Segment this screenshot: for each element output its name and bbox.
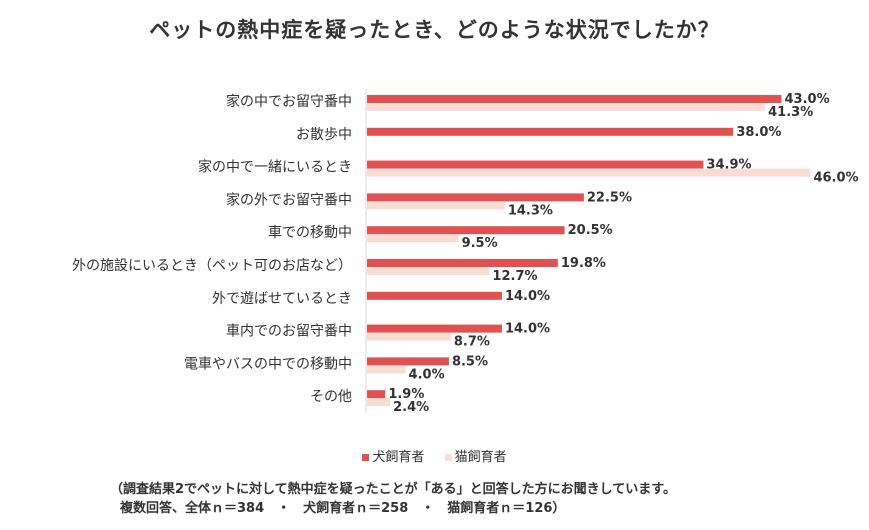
value-label-dog: 19.8% xyxy=(561,256,606,271)
footnote: （調査結果2でペットに対して熱中症を疑ったことが「ある」と回答した方にお聞きして… xyxy=(110,480,850,518)
bar-cat xyxy=(367,365,406,374)
bar-dog xyxy=(367,95,782,103)
category-label: 家の中でお留守番中 xyxy=(226,93,352,110)
value-label-cat: 46.0% xyxy=(813,171,858,186)
bar-dog xyxy=(367,390,386,399)
value-label-cat: 41.3% xyxy=(768,105,813,120)
bar-dog xyxy=(367,160,704,169)
bar-cat xyxy=(367,234,459,243)
category-label: 家の中で一緒にいるとき xyxy=(198,159,352,176)
value-label-dog: 14.0% xyxy=(505,289,550,304)
value-label-cat: 4.0% xyxy=(409,367,445,382)
bar-cat xyxy=(367,168,811,177)
bar-dog xyxy=(367,127,734,136)
category-label: その他 xyxy=(310,389,352,405)
bar-cat xyxy=(367,103,766,111)
legend-swatch-cat xyxy=(444,454,452,461)
value-label-dog: 34.9% xyxy=(706,158,751,173)
legend-label-dog: 犬飼育者 xyxy=(372,450,425,465)
bar-dog xyxy=(367,291,502,300)
legend: 犬飼育者 猫飼育者 xyxy=(0,446,869,465)
category-label: お散歩中 xyxy=(296,127,352,143)
value-label-dog: 20.5% xyxy=(568,223,613,238)
value-label-cat: 8.7% xyxy=(454,335,490,350)
bar-chart: 家の中でお留守番中お散歩中家の中で一緒にいるとき家の外でお留守番中車での移動中外… xyxy=(72,89,859,415)
legend-item-cat: 猫飼育者 xyxy=(444,446,507,465)
value-label-dog: 8.5% xyxy=(452,354,488,369)
bar-dog xyxy=(367,259,558,267)
value-label-dog: 14.0% xyxy=(505,322,550,337)
value-label-dog: 43.0% xyxy=(785,92,830,107)
value-label-cat: 14.3% xyxy=(508,203,553,218)
bar-dog xyxy=(367,226,565,235)
value-label-cat: 2.4% xyxy=(393,400,429,415)
bar-cat xyxy=(367,201,505,210)
bar-dog xyxy=(367,357,449,366)
legend-label-cat: 猫飼育者 xyxy=(454,450,507,465)
bar-dog xyxy=(367,193,584,202)
bars xyxy=(367,95,811,407)
value-label-dog: 1.9% xyxy=(388,387,424,402)
value-labels: 43.0%41.3% 38.0% 34.9% 46.0% 22.5% 14.3% 20.5%… xyxy=(388,92,858,415)
bar-cat xyxy=(367,332,451,341)
category-label: 車での移動中 xyxy=(268,224,352,241)
legend-item-dog: 犬飼育者 xyxy=(362,446,424,465)
footnote-line-1: （調査結果2でペットに対して熱中症を疑ったことが「ある」と回答した方にお聞きして… xyxy=(110,482,676,497)
category-label: 車内でのお留守番中 xyxy=(226,323,352,340)
legend-swatch-dog xyxy=(362,454,370,461)
value-label-cat: 12.7% xyxy=(492,269,537,284)
category-labels: 家の中でお留守番中お散歩中家の中で一緒にいるとき家の外でお留守番中車での移動中外… xyxy=(72,93,352,405)
value-label-cat: 9.5% xyxy=(462,236,498,251)
category-label: 外の施設にいるとき（ペット可のお店など） xyxy=(72,258,352,274)
bar-cat xyxy=(367,398,391,407)
bar-cat xyxy=(367,267,490,275)
category-label: 電車やバスの中での移動中 xyxy=(184,355,352,372)
value-label-dog: 38.0% xyxy=(736,125,781,140)
footnote-line-2: 複数回答、全体ｎ＝384 ・ 犬飼育者ｎ＝258 ・ 猫飼育者ｎ＝126） xyxy=(120,501,566,516)
category-label: 外で遊ばせているとき xyxy=(212,291,352,307)
chart-title: ペットの熱中症を疑ったとき、どのような状況でしたか？ xyxy=(149,18,720,42)
value-label-dog: 22.5% xyxy=(587,190,632,205)
category-label: 家の外でお留守番中 xyxy=(226,191,352,208)
bar-dog xyxy=(367,324,502,333)
